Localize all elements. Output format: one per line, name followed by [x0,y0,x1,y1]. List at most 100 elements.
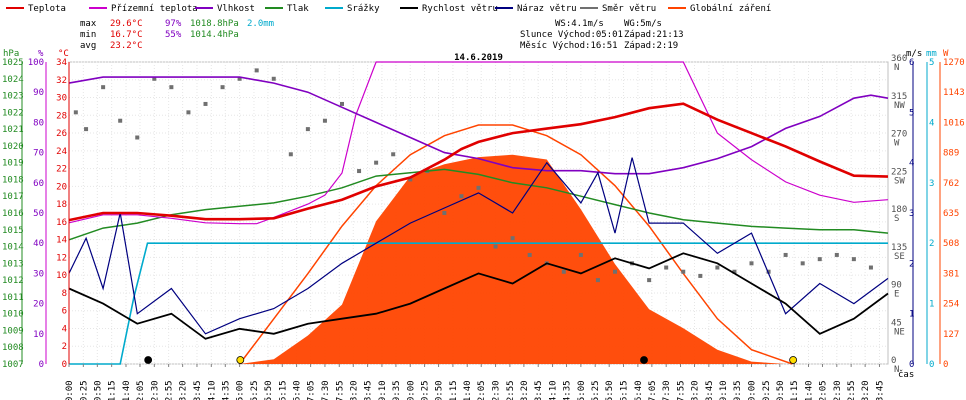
wind-direction-point [664,265,669,270]
pressure-unit: hPa [3,49,19,59]
x-tick-label: 00:25 [79,380,89,400]
wind-direction-point [527,252,532,257]
x-tick-label: 09:10 [378,380,388,400]
pressure-tick: 1025 [2,58,24,68]
info-moonrise: Měsíc Východ:16:51 [520,41,618,51]
direction-tick: 270 [891,130,907,140]
pressure-tick: 1009 [2,326,24,336]
pressure-tick: 1020 [2,142,24,152]
wind-direction-point [613,269,617,274]
stat-avg-temp: 23.2°C [110,41,143,51]
x-tick-label: 13:45 [534,380,544,400]
direction-label: W [894,139,900,149]
wind-direction-point [766,269,771,274]
wind-direction-point [749,261,754,266]
radiation-tick: 381 [943,269,959,279]
direction-label: E [894,290,899,300]
x-tick-label: 11:40 [463,380,473,400]
temperature-tick: 12 [56,253,67,263]
wind-direction-point [203,101,208,106]
legend-item: Globální záření [668,4,771,14]
wind-direction-point [169,85,174,90]
wind-direction-point [305,127,310,132]
stat-min-temp: 16.7°C [110,30,143,40]
x-tick-label: 08:20 [349,380,359,400]
x-tick-label: 18:45 [705,380,715,400]
x-tick-label: 22:55 [847,380,857,400]
wind-direction-point [186,110,191,115]
radiation-tick: 254 [943,300,959,310]
wind-direction-point [800,261,805,266]
info-sunrise: Slunce Východ:05:01 [520,30,623,40]
direction-tick: 90 [891,281,902,291]
temperature-tick: 26 [56,129,67,139]
stat-min-press: 1014.4hPa [190,30,239,40]
pressure-tick: 1016 [2,209,24,219]
stat-max-temp: 29.6°C [110,19,143,29]
pressure-tick: 1010 [2,310,24,320]
legend-item: Rychlost větru [400,4,498,14]
x-tick-label: 16:40 [634,380,644,400]
humidity-tick: 100 [28,58,44,68]
x-tick-label: 09:35 [392,380,402,400]
wind-direction-point [340,101,344,106]
pressure-tick: 1011 [2,293,24,303]
wind-direction-point [681,269,686,274]
radiation-tick: 762 [943,179,959,189]
legend-label: Globální záření [690,4,771,14]
stat-label-min: min [80,30,96,40]
direction-label: NE [894,327,905,337]
series-clear-sky-radiation [239,124,793,365]
pressure-tick: 1015 [2,226,24,236]
wind-direction-point [561,269,566,274]
x-tick-label: 03:20 [179,380,189,400]
x-axis-label: čas [898,369,914,380]
series-temperature [68,102,889,222]
wind-direction-point [783,252,788,257]
wind-direction-point [595,278,600,283]
x-tick-label: 08:45 [364,380,374,400]
temperature-tick: 28 [56,111,67,121]
stat-label-avg: avg [80,41,96,51]
pressure-tick: 1014 [2,243,24,253]
x-tick-label: 23:20 [861,380,871,400]
direction-tick: 135 [891,243,907,253]
marker-sunrise [236,356,245,364]
direction-tick: 315 [891,92,907,102]
radiation-tick: 1016 [943,118,965,128]
x-tick-label: 02:05 [136,380,146,400]
pressure-tick: 1024 [2,75,24,85]
legend-item: Vlhkost [195,4,255,14]
direction-tick: 360 [891,54,907,64]
radiation-tick: 1143 [943,88,965,98]
direction-label: N [894,63,899,73]
x-tick-label: 12:30 [492,380,502,400]
wind-tick: 0 [909,360,914,370]
series-radiation [239,154,786,364]
marker-moonset [144,356,153,364]
pressure-tick: 1022 [2,108,24,118]
x-tick-label: 11:15 [449,380,459,400]
humidity-tick: 70 [33,149,44,159]
x-tick-label: 04:35 [221,380,231,400]
series-wind-speed [68,252,889,340]
stat-max-press: 1018.8hPa [190,19,239,29]
rain-tick: 1 [929,300,934,310]
x-tick-label: 06:40 [293,380,303,400]
series-rain [69,242,888,365]
series-ground-temperature [68,61,889,225]
direction-label: S [894,214,899,224]
x-tick-label: 06:15 [278,380,288,400]
temperature-tick: 32 [56,76,67,86]
pressure-tick: 1018 [2,175,24,185]
temperature-tick: 2 [62,342,67,352]
x-tick-label: 15:25 [591,380,601,400]
temperature-tick: 4 [62,324,67,334]
series-wind-gust [68,157,889,335]
rain-tick: 5 [929,58,934,68]
humidity-unit: % [38,49,44,59]
legend-label: Srážky [347,4,380,14]
x-tick-label: 02:30 [150,380,160,400]
wind-direction-point [476,185,481,190]
wind-direction-point [101,85,106,90]
